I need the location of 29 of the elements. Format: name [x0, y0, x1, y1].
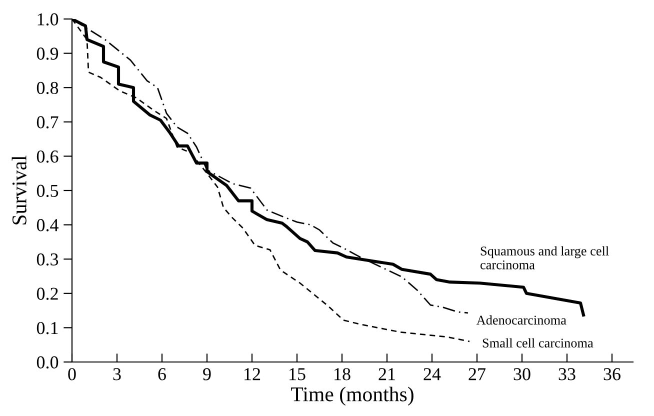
y-tick-label: 0.7	[36, 116, 58, 128]
x-tick-label: 24	[424, 368, 441, 380]
y-tick-label: 0.3	[36, 253, 58, 266]
x-axis-title: Time (months)	[291, 386, 414, 406]
series-label: Adenocarcinoma	[476, 315, 566, 325]
x-tick-label: 0	[68, 368, 76, 380]
y-tick-label: 0.6	[36, 150, 58, 163]
x-tick-label: 3	[113, 368, 121, 380]
x-tick-label: 15	[290, 368, 306, 380]
x-tick-label: 21	[378, 368, 395, 380]
x-tick-label: 6	[158, 368, 166, 380]
x-tick-label: 30	[514, 368, 530, 380]
y-tick-label: 0.0	[36, 356, 58, 369]
x-tick-label: 12	[244, 368, 260, 380]
y-tick-label: 0.4	[36, 219, 59, 232]
series-label: Squamous and large cell carcinoma	[480, 246, 609, 270]
y-axis-title: Survival	[12, 156, 26, 224]
y-tick-label: 0.2	[36, 288, 58, 300]
x-tick-label: 9	[203, 368, 211, 380]
y-tick-label: 0.8	[36, 82, 58, 94]
y-tick-label: 0.9	[36, 48, 58, 60]
y-tick-label: 0.5	[36, 184, 58, 198]
x-tick-label: 33	[558, 368, 576, 380]
series-label: Small cell carcinoma	[482, 338, 594, 348]
x-tick-label: 36	[604, 368, 620, 380]
x-tick-label: 27	[468, 368, 486, 380]
y-tick-label: 0.1	[36, 322, 58, 334]
y-tick-label: 1.0	[38, 13, 58, 26]
x-tick-label: 18	[334, 368, 350, 380]
